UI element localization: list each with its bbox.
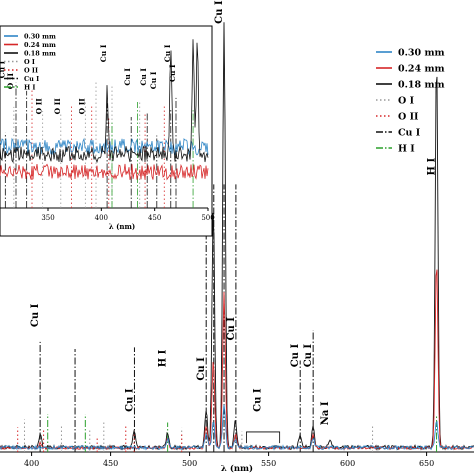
inset-legend-label-4: O II xyxy=(24,66,38,74)
inset-annotation-7: Cu I xyxy=(139,68,148,86)
main-series-1 xyxy=(0,269,474,451)
main-annotation-0: Cu I xyxy=(30,303,41,327)
main-x-axis-label: λ (nm) xyxy=(221,463,253,474)
main-annotation-8: Cu I xyxy=(290,344,301,368)
main-annotation-2: H I xyxy=(158,349,169,367)
inset-annotation-6: Cu I xyxy=(123,68,132,86)
main-annotation-6: Cu I xyxy=(226,317,237,341)
main-legend-label-4: O II xyxy=(398,111,419,122)
main-x-tick-label-2: 500 xyxy=(182,459,197,468)
inset-x-tick-label-1: 400 xyxy=(95,214,108,222)
inset-annotation-10: Cu I xyxy=(168,64,177,82)
main-legend-label-3: O I xyxy=(398,95,415,106)
inset-x-axis-label: λ (nm) xyxy=(109,222,135,231)
main-annotation-3: Cu I xyxy=(196,357,207,381)
inset-annotation-0: Cu I xyxy=(0,60,6,78)
inset-annotation-4: O II xyxy=(77,98,86,115)
main-x-tick-label-0: 400 xyxy=(24,459,39,468)
main-annotation-9: Cu I xyxy=(303,344,314,368)
inset-x-tick-label-2: 450 xyxy=(148,214,161,222)
inset-legend-label-5: Cu I xyxy=(24,75,39,83)
cu-group-bracket xyxy=(246,431,281,444)
main-legend-label-6: H I xyxy=(398,143,415,154)
inset-annotation-9: Cu I xyxy=(163,44,172,62)
main-x-tick-label-4: 600 xyxy=(340,459,355,468)
inset-legend-label-0: 0.30 mm xyxy=(24,32,56,40)
main-annotation-7: Cu I xyxy=(252,388,263,412)
inset-annotation-2: O II xyxy=(35,98,44,115)
main-x-tick-label-1: 450 xyxy=(103,459,118,468)
inset-annotation-1: O II xyxy=(6,73,15,90)
main-annotation-10: Na I xyxy=(320,401,331,425)
inset-annotation-5: Cu I xyxy=(99,44,108,62)
main-legend-label-2: 0.18 mm xyxy=(398,79,445,90)
main-legend: 0.30 mm 0.24 mm 0.18 mm O I O II Cu I H I xyxy=(376,47,445,154)
inset-legend-label-3: O I xyxy=(24,58,35,66)
main-legend-label-1: 0.24 mm xyxy=(398,63,445,74)
main-annotation-11: H I xyxy=(427,158,438,176)
main-legend-label-5: Cu I xyxy=(398,127,421,138)
main-series-0 xyxy=(0,404,474,451)
inset-annotation-8: Cu I xyxy=(149,71,158,89)
inset-legend-label-6: H I xyxy=(24,83,35,91)
inset-series-2 xyxy=(0,39,209,164)
inset-x-tick-label-3: 500 xyxy=(201,214,214,222)
inset-series-1 xyxy=(0,163,209,181)
main-x-tick-label-5: 650 xyxy=(419,459,434,468)
inset-legend-label-2: 0.18 mm xyxy=(24,49,56,57)
inset-annotation-3: O II xyxy=(53,98,62,115)
main-x-tick-label-3: 550 xyxy=(261,459,276,468)
inset-x-tick-label-0: 350 xyxy=(41,214,54,222)
main-annotation-1: Cu I xyxy=(124,388,135,412)
inset-legend-label-1: 0.24 mm xyxy=(24,41,56,49)
main-annotation-5: Cu I xyxy=(214,0,225,24)
main-legend-label-0: 0.30 mm xyxy=(398,47,445,58)
